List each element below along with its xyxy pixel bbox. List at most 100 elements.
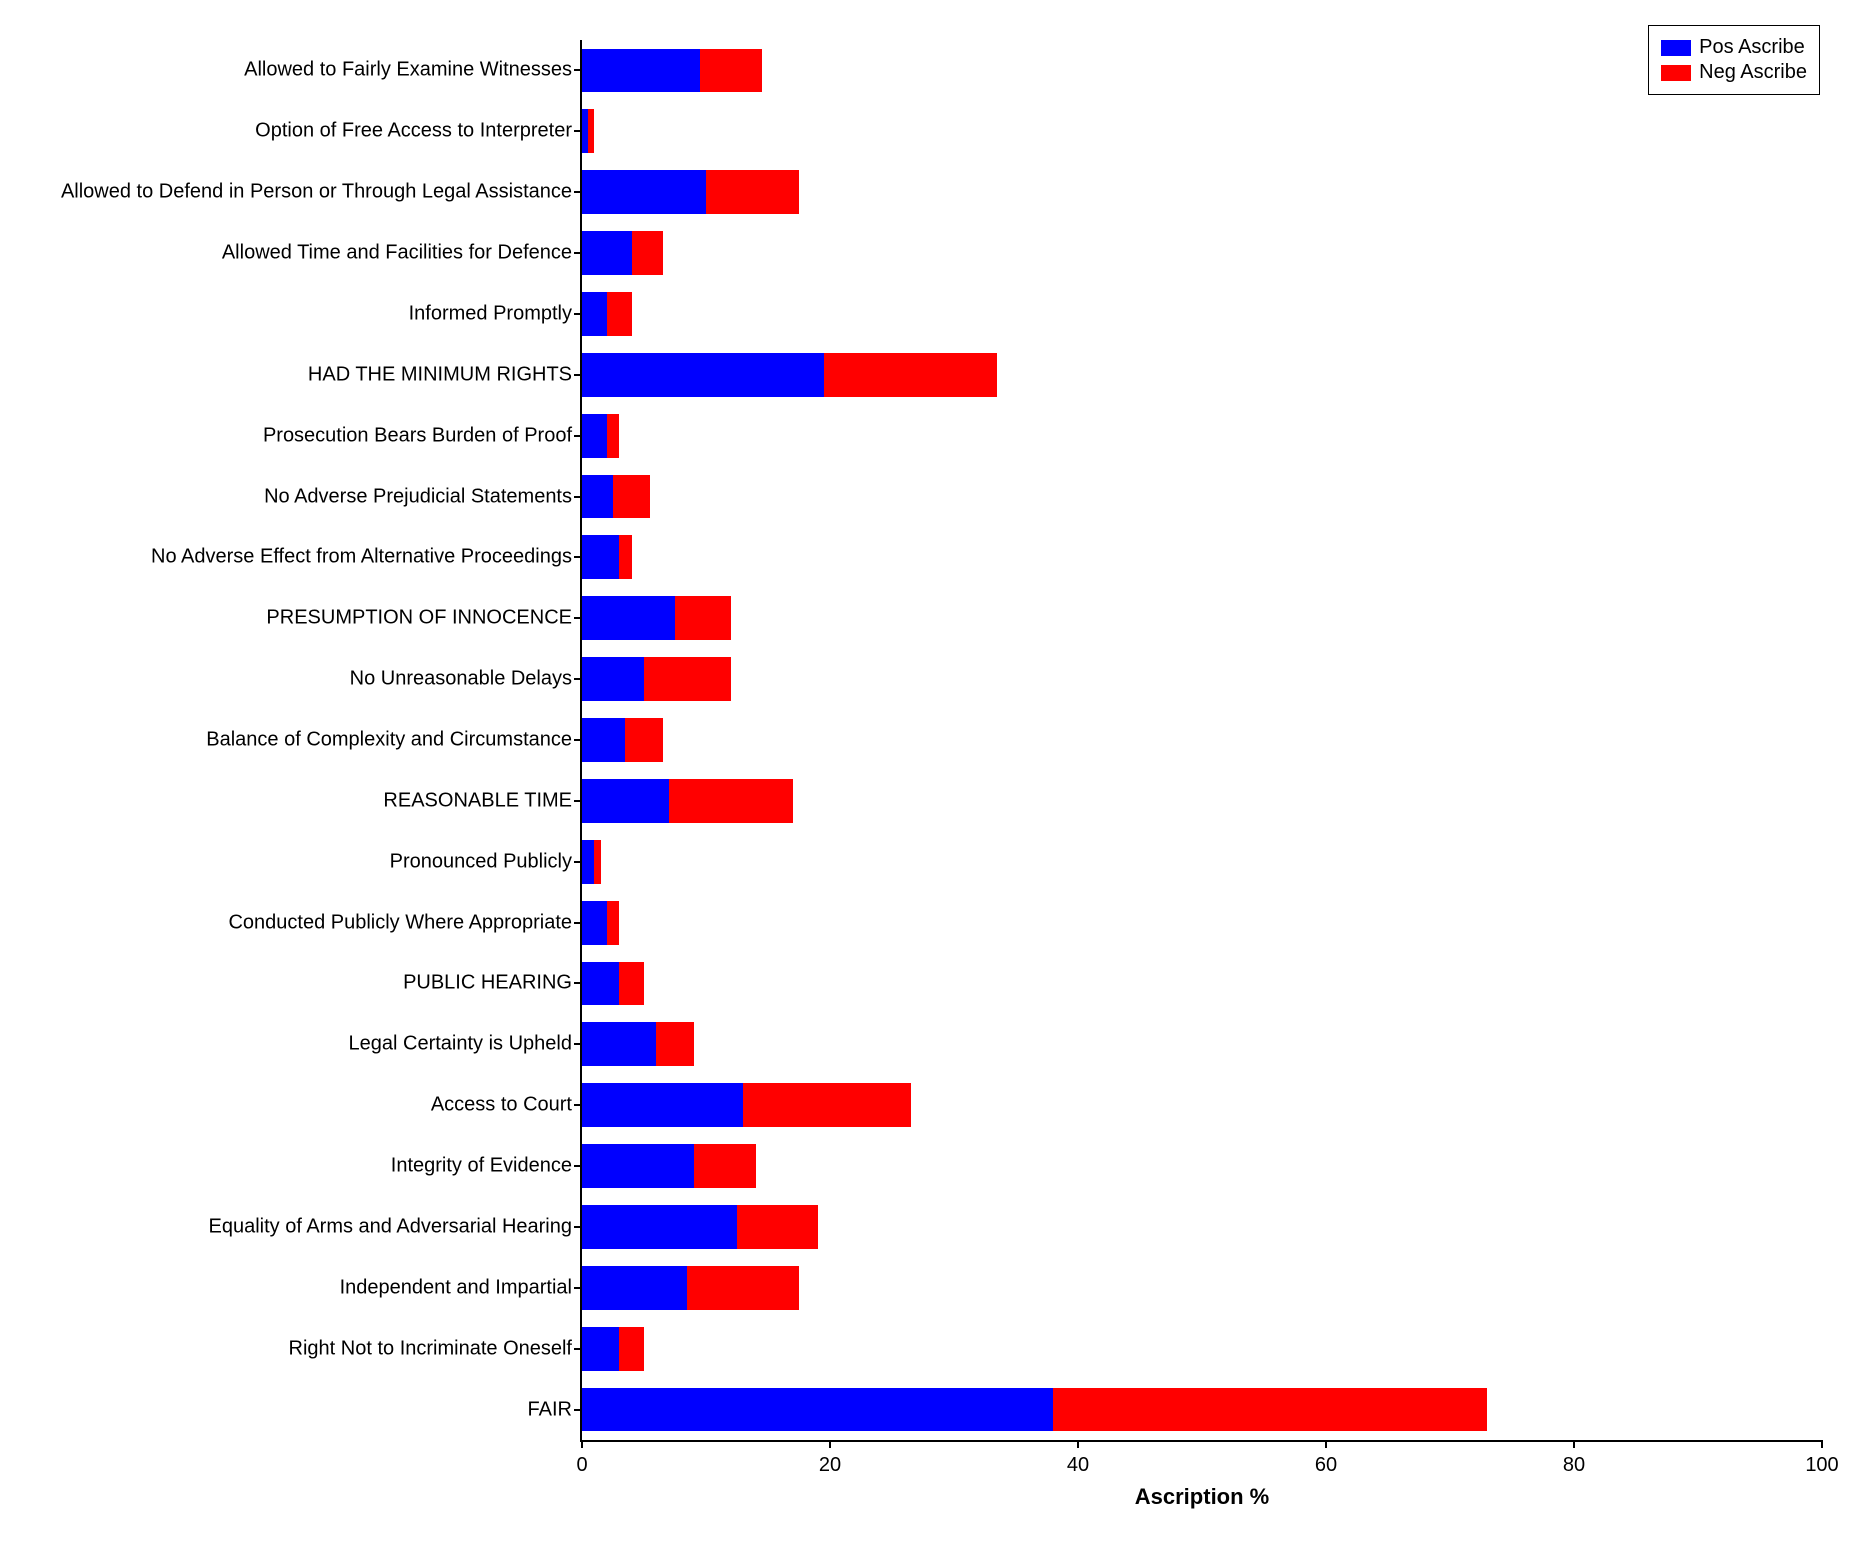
bar-neg (743, 1083, 910, 1127)
x-tick-label: 0 (576, 1454, 587, 1477)
bar-row (582, 535, 1822, 579)
bar-pos (582, 840, 594, 884)
bar-pos (582, 1205, 737, 1249)
bar-row (582, 414, 1822, 458)
legend-swatch (1661, 65, 1691, 81)
x-tick-label: 20 (819, 1454, 841, 1477)
y-category-label: Right Not to Incriminate Oneself (289, 1337, 582, 1360)
y-category-label: Independent and Impartial (340, 1276, 582, 1299)
bar-neg (619, 1327, 644, 1371)
bar-neg (632, 231, 663, 275)
bar-pos (582, 1083, 743, 1127)
bar-row (582, 779, 1822, 823)
bar-neg (824, 353, 998, 397)
x-tick-label: 100 (1805, 1454, 1838, 1477)
x-tick (1821, 1440, 1823, 1448)
bar-pos (582, 1327, 619, 1371)
legend: Pos AscribeNeg Ascribe (1648, 25, 1820, 95)
y-category-label: PUBLIC HEARING (403, 972, 582, 995)
bar-pos (582, 535, 619, 579)
y-category-label: Allowed to Defend in Person or Through L… (61, 181, 582, 204)
bar-pos (582, 353, 824, 397)
y-category-label: REASONABLE TIME (383, 789, 582, 812)
x-tick-label: 80 (1563, 1454, 1585, 1477)
bar-pos (582, 170, 706, 214)
x-tick (1325, 1440, 1327, 1448)
bar-neg (737, 1205, 818, 1249)
x-tick (581, 1440, 583, 1448)
bar-row (582, 170, 1822, 214)
bar-neg (675, 596, 731, 640)
y-category-label: Legal Certainty is Upheld (349, 1033, 582, 1056)
bar-neg (607, 414, 619, 458)
bar-pos (582, 779, 669, 823)
x-tick (829, 1440, 831, 1448)
legend-item: Neg Ascribe (1661, 61, 1807, 84)
y-category-label: Integrity of Evidence (391, 1155, 582, 1178)
bar-row (582, 901, 1822, 945)
bar-row (582, 231, 1822, 275)
bar-row (582, 109, 1822, 153)
bar-pos (582, 596, 675, 640)
y-category-label: No Unreasonable Delays (350, 668, 582, 691)
bar-row (582, 475, 1822, 519)
legend-label: Pos Ascribe (1699, 36, 1805, 59)
x-tick-label: 60 (1315, 1454, 1337, 1477)
bar-row (582, 1205, 1822, 1249)
bar-neg (669, 779, 793, 823)
bar-pos (582, 475, 613, 519)
plot-area: 020406080100Ascription %Allowed to Fairl… (580, 40, 1822, 1442)
bar-row (582, 657, 1822, 701)
bar-neg (625, 718, 662, 762)
legend-swatch (1661, 40, 1691, 56)
bar-row (582, 1266, 1822, 1310)
y-category-label: Balance of Complexity and Circumstance (206, 729, 582, 752)
bar-neg (656, 1022, 693, 1066)
legend-label: Neg Ascribe (1699, 61, 1807, 84)
bar-pos (582, 1388, 1053, 1432)
y-category-label: Pronounced Publicly (390, 850, 582, 873)
bar-pos (582, 49, 700, 93)
bar-neg (594, 840, 600, 884)
x-axis-title: Ascription % (1135, 1484, 1269, 1510)
y-category-label: Allowed Time and Facilities for Defence (222, 242, 582, 265)
ascription-chart: 0 20 40 60 80 100 Ascription % Allowed to Fairl… (20, 20, 1835, 1525)
bar-row (582, 49, 1822, 93)
bar-neg (644, 657, 731, 701)
bar-pos (582, 657, 644, 701)
y-category-label: Equality of Arms and Adversarial Hearing (208, 1215, 582, 1238)
y-category-label: PRESUMPTION OF INNOCENCE (266, 607, 582, 630)
bar-pos (582, 718, 625, 762)
bar-row (582, 292, 1822, 336)
bar-pos (582, 292, 607, 336)
bar-row (582, 962, 1822, 1006)
bar-neg (588, 109, 594, 153)
bar-pos (582, 901, 607, 945)
bar-row (582, 1022, 1822, 1066)
bar-neg (619, 962, 644, 1006)
y-category-label: Prosecution Bears Burden of Proof (263, 424, 582, 447)
x-tick (1573, 1440, 1575, 1448)
bar-neg (607, 292, 632, 336)
bar-pos (582, 1022, 656, 1066)
y-category-label: FAIR (528, 1398, 582, 1421)
bar-pos (582, 1144, 694, 1188)
bar-neg (619, 535, 631, 579)
bar-row (582, 353, 1822, 397)
bar-row (582, 596, 1822, 640)
y-category-label: Access to Court (431, 1094, 582, 1117)
bar-pos (582, 962, 619, 1006)
bar-row (582, 1388, 1822, 1432)
bar-neg (687, 1266, 799, 1310)
y-category-label: Allowed to Fairly Examine Witnesses (244, 59, 582, 82)
x-tick-label: 40 (1067, 1454, 1089, 1477)
bar-pos (582, 1266, 687, 1310)
bar-neg (1053, 1388, 1487, 1432)
bar-neg (613, 475, 650, 519)
bar-neg (706, 170, 799, 214)
bar-neg (694, 1144, 756, 1188)
bar-pos (582, 414, 607, 458)
bar-row (582, 718, 1822, 762)
bar-neg (607, 901, 619, 945)
y-category-label: Option of Free Access to Interpreter (255, 120, 582, 143)
